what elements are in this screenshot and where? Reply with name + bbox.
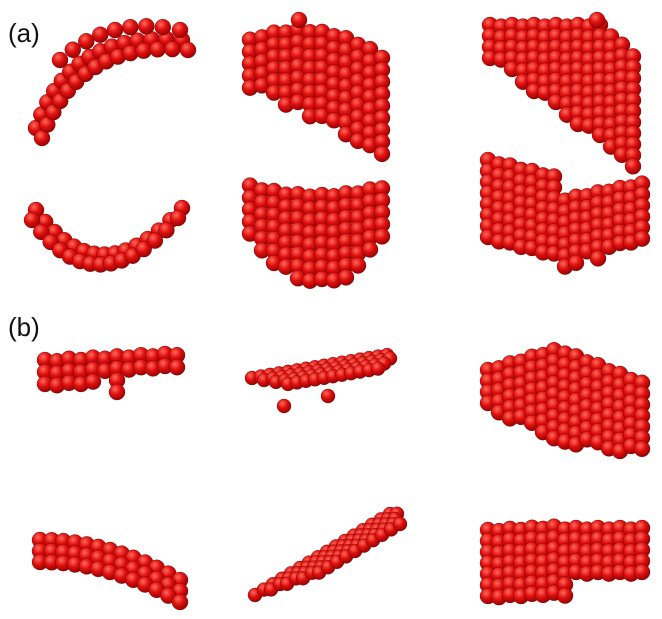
panel-label-a: (a) [8,18,40,48]
atom-sphere [122,19,139,36]
open-arc-lower [23,199,191,273]
open-arc-upper [27,18,197,147]
atom-sphere [51,51,69,69]
atom-sphere [373,228,391,245]
atom-sphere [589,250,607,267]
tilted-layer-upper [244,347,398,414]
curved-slab-upper [481,11,642,175]
atom-sphere [154,19,172,36]
curved-slab-lower [479,151,651,275]
atom-sphere [158,221,175,239]
atom-sphere [337,269,355,286]
atom-sphere [169,209,187,227]
curved-sheet-upper [241,11,391,163]
atom-sphere [276,398,292,414]
curved-sheet-lower [241,177,391,289]
atom-sphere [33,223,50,241]
atom-sphere [149,41,166,58]
atom-sphere [84,373,102,390]
tilted-layer-lower [247,506,408,603]
atom-sphere [92,26,109,43]
flat-sheet-lower [31,531,189,611]
atom-sphere [135,42,152,59]
atom-sphere [78,33,95,50]
thick-slab-lower [479,518,651,606]
flat-sheet-upper [36,345,186,401]
atom-sphere [64,41,82,58]
atom-sphere [171,21,189,39]
atom-sphere [290,11,308,29]
atom-sphere [392,516,408,532]
atom-sphere [138,18,155,35]
atom-sphere [164,40,181,58]
atom-sphere [135,240,152,258]
atom-sphere [320,388,336,404]
atom-sphere [168,359,186,376]
atom-sphere [171,593,189,611]
atom-sphere [108,383,126,401]
atom-sphere [556,587,574,604]
atom-sphere [179,41,197,59]
atom-sphere [633,230,651,247]
atom-sphere [370,361,386,376]
atom-sphere [106,21,124,39]
atom-sphere [567,254,585,271]
thick-slab-upper [479,342,651,460]
atom-sphere [146,232,164,249]
atom-sphere [361,241,379,258]
atom-sphere [349,257,367,274]
atom-sphere [633,440,651,457]
atom-sphere [633,563,651,581]
atom-sphere [588,11,606,29]
atom-sphere [624,158,642,175]
atom-sphere [23,211,41,229]
panel-label-b: (b) [8,312,40,342]
atom-sphere [373,145,391,163]
